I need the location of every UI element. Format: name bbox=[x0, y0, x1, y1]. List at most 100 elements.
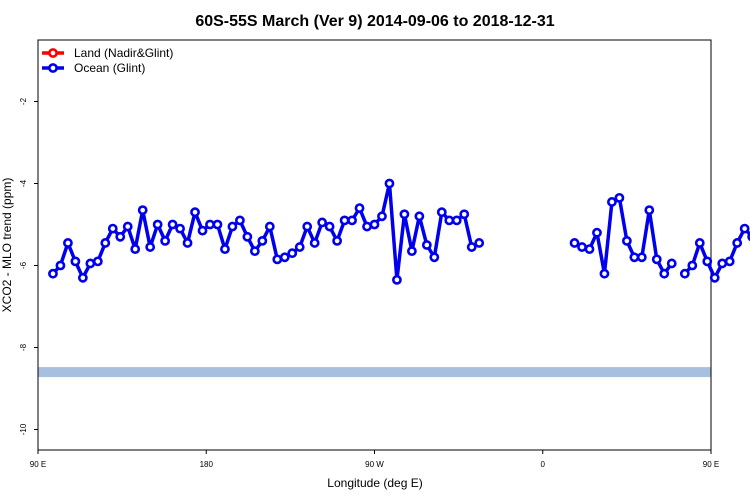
ocean-data-point bbox=[377, 211, 387, 222]
ocean-series-line bbox=[51, 181, 481, 282]
ocean-data-point bbox=[332, 235, 343, 246]
ocean-data-point bbox=[474, 238, 485, 248]
reference-band bbox=[38, 367, 711, 378]
ocean-data-point bbox=[459, 209, 470, 220]
ocean-data-point bbox=[451, 215, 462, 226]
ocean-data-point bbox=[167, 219, 178, 230]
ocean-data-point bbox=[137, 205, 148, 216]
ocean-data-point bbox=[257, 235, 268, 246]
ocean-data-point bbox=[63, 238, 73, 248]
chart-title: 60S-55S March (Ver 9) 2014-09-06 to 2018… bbox=[195, 13, 554, 30]
ocean-data-point bbox=[429, 252, 440, 263]
ocean-data-point bbox=[569, 238, 580, 248]
ocean-data-point bbox=[636, 252, 647, 263]
ocean-data-point bbox=[272, 254, 283, 265]
axes: -10 -8 -6 -4 -2 90 E 180 90 W 0 90 E bbox=[19, 97, 719, 469]
ocean-data-point bbox=[354, 203, 365, 213]
ocean-data-point bbox=[234, 215, 245, 226]
ocean-data-point bbox=[197, 225, 208, 236]
ocean-data-point bbox=[212, 219, 223, 230]
x-tick-label: 90 E bbox=[703, 460, 719, 469]
ocean-data-point bbox=[160, 235, 171, 246]
ocean-data-point bbox=[130, 244, 141, 254]
ocean-data-point bbox=[242, 231, 253, 242]
ocean-data-point bbox=[687, 260, 698, 271]
ocean-data-point bbox=[666, 258, 677, 269]
ocean-data-point bbox=[444, 215, 455, 226]
ocean-data-point bbox=[302, 221, 313, 232]
ocean-data-point bbox=[717, 258, 728, 269]
ocean-data-point bbox=[732, 238, 743, 248]
y-tick-label: -10 bbox=[19, 423, 28, 435]
ocean-data-point bbox=[175, 223, 185, 234]
ocean-data-point bbox=[414, 211, 425, 222]
ocean-data-point bbox=[152, 219, 163, 230]
ocean-data-point bbox=[659, 268, 670, 279]
series-layer bbox=[48, 178, 750, 285]
y-tick-label: -2 bbox=[19, 97, 28, 105]
ocean-data-point bbox=[107, 223, 118, 234]
ocean-data-point bbox=[287, 248, 298, 259]
x-tick-label: 180 bbox=[200, 460, 214, 469]
x-tick-label: 90 E bbox=[30, 460, 46, 469]
ocean-data-point bbox=[279, 252, 290, 263]
plot-area bbox=[37, 39, 712, 451]
x-tick-label: 0 bbox=[541, 460, 546, 469]
ocean-data-point bbox=[399, 209, 410, 220]
ocean-data-point bbox=[92, 256, 103, 267]
ocean-data-point bbox=[70, 256, 81, 267]
ocean-data-point bbox=[466, 242, 477, 252]
ocean-data-point bbox=[190, 207, 200, 218]
ocean-data-point bbox=[85, 258, 96, 269]
ocean-data-point bbox=[339, 215, 350, 226]
y-tick-label: -4 bbox=[19, 179, 28, 187]
ocean-data-point bbox=[145, 242, 156, 252]
legend-swatch-marker bbox=[48, 48, 58, 58]
reference-band-layer bbox=[38, 367, 711, 378]
ocean-data-point bbox=[739, 223, 750, 234]
ocean-data-point bbox=[115, 231, 126, 242]
ocean-data-point bbox=[309, 238, 320, 248]
ocean-data-point bbox=[384, 178, 395, 189]
y-tick-label: -8 bbox=[19, 343, 28, 351]
ocean-data-point bbox=[369, 219, 380, 230]
ocean-data-point bbox=[227, 221, 238, 232]
ocean-data-point bbox=[220, 244, 230, 254]
ocean-data-point bbox=[584, 244, 595, 254]
ocean-data-point bbox=[347, 215, 357, 226]
ocean-data-point bbox=[577, 242, 587, 252]
ocean-data-point bbox=[48, 268, 58, 279]
ocean-data-point bbox=[294, 242, 305, 252]
plot-frame bbox=[37, 39, 712, 451]
ocean-data-point bbox=[317, 217, 328, 228]
y-axis-label: XCO2 - MLO trend (ppm) bbox=[0, 178, 14, 313]
ocean-data-point bbox=[421, 240, 432, 250]
x-axis-label: Longitude (deg E) bbox=[327, 476, 422, 490]
ocean-data-point bbox=[694, 238, 705, 248]
ocean-data-point bbox=[599, 268, 610, 279]
ocean-data-point bbox=[702, 256, 713, 267]
ocean-data-point bbox=[614, 192, 625, 203]
legend-entry-label: Ocean (Glint) bbox=[74, 61, 145, 75]
ocean-data-point bbox=[406, 246, 417, 257]
legend-entry-label: Land (Nadir&Glint) bbox=[74, 46, 173, 60]
ocean-data-point bbox=[651, 254, 662, 265]
ocean-data-point bbox=[77, 272, 88, 283]
x-tick-label: 90 W bbox=[365, 460, 384, 469]
ocean-data-point bbox=[249, 246, 260, 257]
ocean-data-point bbox=[629, 252, 640, 263]
ocean-data-point bbox=[264, 221, 275, 232]
ocean-data-point bbox=[100, 238, 111, 248]
ocean-data-point bbox=[205, 219, 215, 230]
ocean-data-point bbox=[55, 260, 66, 271]
ocean-data-point bbox=[709, 272, 720, 283]
ocean-data-point bbox=[324, 221, 335, 232]
ocean-data-point bbox=[592, 227, 602, 238]
ocean-data-point bbox=[392, 274, 402, 285]
ocean-data-point bbox=[182, 238, 193, 248]
ocean-data-point bbox=[644, 205, 655, 216]
ocean-data-point bbox=[607, 197, 617, 207]
ocean-data-point bbox=[122, 221, 133, 232]
ocean-data-point bbox=[436, 207, 447, 218]
